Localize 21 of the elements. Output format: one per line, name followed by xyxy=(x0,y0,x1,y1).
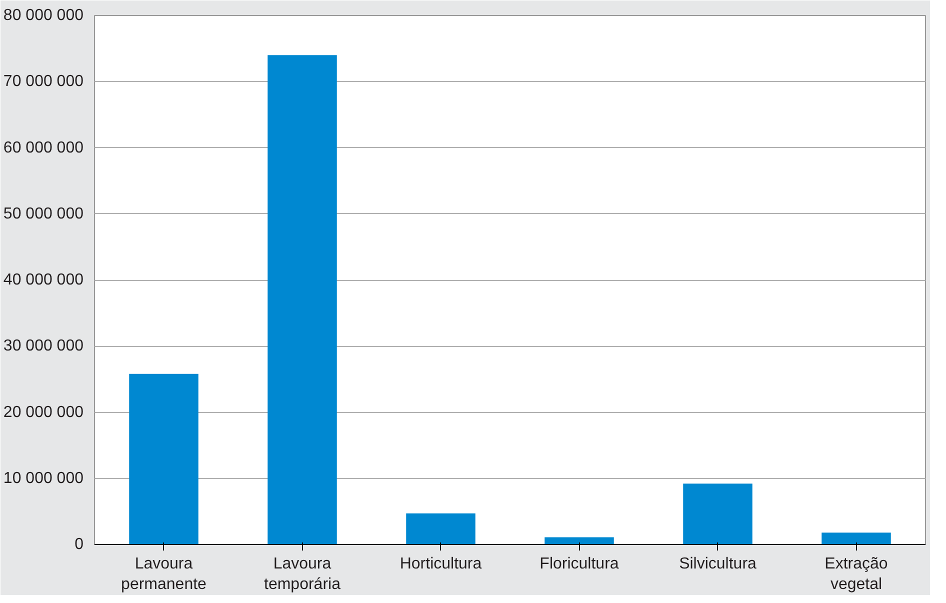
y-tick-label: 70 000 000 xyxy=(3,73,84,90)
y-tick-label: 20 000 000 xyxy=(3,404,84,421)
x-tick-label: Horticultura xyxy=(400,556,482,572)
bar xyxy=(129,374,198,544)
x-tick-label: Floricultura xyxy=(540,556,619,572)
x-tick-label: Lavoura permanente xyxy=(121,556,207,593)
y-tick-label: 80 000 000 xyxy=(3,7,84,24)
x-tick-label: Lavoura temporária xyxy=(264,556,341,593)
bar xyxy=(822,532,891,544)
y-tick-label: 0 xyxy=(74,536,84,553)
x-tick-label: Silvicultura xyxy=(679,556,757,572)
y-tick-label: 50 000 000 xyxy=(3,205,84,222)
y-tick-label: 30 000 000 xyxy=(3,338,84,355)
y-tick-label: 40 000 000 xyxy=(3,272,84,288)
x-tick-label: Extração vegetal xyxy=(824,556,888,593)
bar xyxy=(683,484,752,544)
bar xyxy=(544,537,614,544)
y-tick-label: 60 000 000 xyxy=(3,139,84,156)
y-tick-label: 10 000 000 xyxy=(3,470,84,487)
bar xyxy=(268,55,337,544)
bar xyxy=(406,513,476,544)
